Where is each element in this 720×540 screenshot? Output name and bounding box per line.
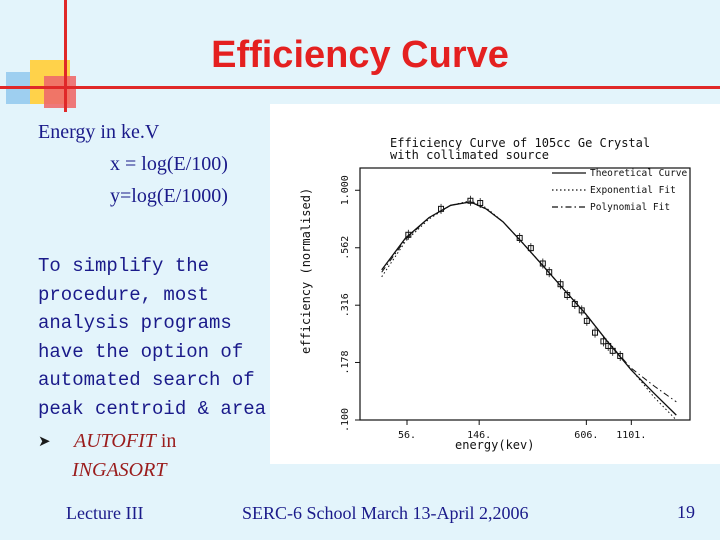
chart-title: Efficiency Curve of 105cc Ge Crystal bbox=[390, 136, 650, 150]
series-line bbox=[381, 201, 677, 416]
chart-subtitle: with collimated source bbox=[390, 148, 549, 162]
x-tick-label: 56. bbox=[398, 430, 416, 441]
footer-lecture: Lecture III bbox=[66, 503, 144, 523]
page-number: 19 bbox=[677, 502, 695, 522]
y-tick-label: .178 bbox=[340, 350, 351, 374]
legend-label: Polynomial Fit bbox=[590, 202, 670, 213]
plot-frame bbox=[359, 167, 691, 421]
slide-title: Efficiency Curve bbox=[211, 34, 509, 76]
formula-y: y=log(E/1000) bbox=[110, 185, 228, 207]
x-tick-label: 606. bbox=[574, 430, 598, 441]
x-tick-label: 146. bbox=[467, 430, 491, 441]
y-tick-label: .100 bbox=[340, 408, 351, 432]
decor-vertical-line bbox=[64, 0, 67, 112]
y-tick-label: 1.000 bbox=[340, 175, 351, 205]
decor-red-square bbox=[44, 76, 76, 108]
decor-horizontal-line bbox=[0, 86, 720, 89]
energy-heading: Energy in ke.V bbox=[38, 121, 160, 143]
axis-ticks: 56. 146. 606. 1101. .100 .178 .316 .562 1.000 bbox=[340, 175, 646, 441]
legend-label: Theoretical Curve bbox=[590, 168, 688, 179]
arrow-bullet-icon: ➤ bbox=[38, 434, 51, 450]
chart-legend: Theoretical Curve Exponential Fit Polynomi… bbox=[552, 168, 688, 213]
footer-event: SERC-6 School March 13-April 2,2006 bbox=[242, 503, 529, 523]
bullet-line-1: AUTOFIT in bbox=[74, 430, 176, 453]
series-line bbox=[381, 201, 677, 403]
series-line bbox=[381, 200, 677, 421]
formula-x: x = log(E/100) bbox=[110, 153, 228, 175]
y-tick-label: .562 bbox=[340, 236, 351, 260]
legend-label: Exponential Fit bbox=[590, 185, 676, 196]
series-group bbox=[381, 195, 677, 421]
energy-definitions: Energy in ke.V x = log(E/100) y=log(E/10… bbox=[38, 116, 228, 212]
x-tick-label: 1101. bbox=[616, 430, 646, 441]
y-axis-label: efficiency (normalised) bbox=[299, 188, 313, 354]
bullet-line-2: INGASORT bbox=[72, 459, 167, 481]
bullet-emphasis: AUTOFIT bbox=[74, 430, 156, 452]
x-axis-label: energy(kev) bbox=[455, 438, 534, 452]
bullet-rest: in bbox=[155, 430, 177, 452]
efficiency-chart: Efficiency Curve of 105cc Ge Crystal wit… bbox=[299, 136, 691, 452]
chart-panel: Efficiency Curve of 105cc Ge Crystal wit… bbox=[270, 104, 720, 464]
y-tick-label: .316 bbox=[340, 293, 351, 317]
body-paragraph: To simplify the procedure, most analysis… bbox=[38, 255, 267, 420]
